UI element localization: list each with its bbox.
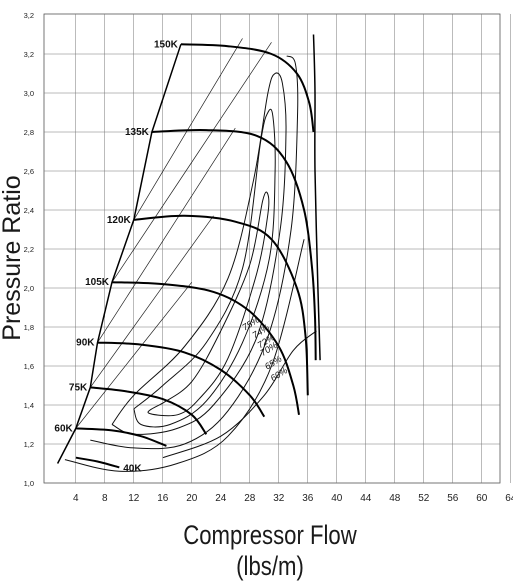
x-tick-label: 28 — [244, 493, 256, 504]
y-tick-label: 3,2 — [24, 11, 34, 20]
x-tick-label: 56 — [447, 493, 459, 504]
y-axis-label: Pressure Ratio — [0, 175, 26, 341]
efficiency-contour — [111, 72, 287, 435]
efficiency-contour — [133, 108, 276, 428]
y-tick-label: 3,0 — [24, 89, 34, 98]
x-tick-label: 40 — [331, 493, 343, 504]
x-tick-label: 16 — [157, 493, 169, 504]
speed-lines — [75, 43, 317, 469]
choke-line — [312, 34, 321, 361]
y-tick-label: 1,8 — [24, 323, 34, 332]
y-tick-label: 2,4 — [24, 206, 34, 215]
auxiliary-line — [90, 215, 214, 388]
speed-label: 120K — [107, 215, 132, 226]
y-tick-label: 2,8 — [24, 128, 34, 137]
speed-line — [133, 214, 309, 396]
auxiliary-line — [111, 42, 272, 283]
x-tick-label: 12 — [128, 493, 140, 504]
x-tick-label: 60 — [476, 493, 488, 504]
speed-line — [97, 341, 266, 418]
x-tick-label: 52 — [418, 493, 430, 504]
x-tick-label: 64 — [505, 493, 513, 504]
x-tick-label: 36 — [302, 493, 314, 504]
x-tick-label: 24 — [215, 493, 227, 504]
efficiency-contour — [90, 55, 299, 450]
efficiency-contour — [147, 191, 270, 417]
plot-frame — [43, 13, 501, 484]
speed-label: 105K — [85, 277, 110, 288]
auxiliary-line — [97, 127, 236, 343]
y-tick-label: 2,6 — [24, 167, 34, 176]
x-tick-label: 4 — [73, 493, 79, 504]
speed-label: 90K — [76, 338, 95, 349]
speed-label: 135K — [125, 127, 150, 138]
speed-line — [90, 386, 208, 435]
curve-labels: 40K60K75K90K105K120K135K150K75%74%72%70%… — [54, 39, 289, 474]
speed-label: 75K — [69, 382, 88, 393]
y-tick-label: 3,2 — [24, 50, 34, 59]
speed-line — [151, 128, 317, 361]
x-tick-label: 44 — [360, 493, 372, 504]
y-tick-label: 1,0 — [24, 479, 34, 488]
x-tick-label: 8 — [102, 493, 108, 504]
speed-line — [75, 427, 167, 447]
y-tick-labels: 1,0 1,2 1,4 1,6 1,8 2,0 2,2 2,4 2,6 2,8 3,0 3,2 3,2 — [24, 11, 34, 488]
map-boundaries — [56, 34, 321, 464]
y-tick-label: 1,6 — [24, 362, 34, 371]
x-tick-label: 48 — [389, 493, 401, 504]
y-tick-label: 2,0 — [24, 284, 34, 293]
auxiliary-line — [75, 281, 193, 429]
efficiency-contour — [64, 239, 305, 472]
y-tick-label: 1,2 — [24, 440, 34, 449]
x-axis-label: Compressor Flow (lbs/m) — [183, 520, 357, 581]
y-tick-label: 1,4 — [24, 401, 34, 410]
compressor-map-chart: 1,01,21,41,61,82,02,22,42,62,83,03,23,2 … — [24, 11, 513, 504]
speed-line — [111, 281, 300, 415]
efficiency-contour — [162, 330, 317, 459]
efficiency-islands — [64, 55, 317, 472]
speed-label: 60K — [54, 423, 73, 434]
speed-label: 40K — [123, 463, 142, 474]
x-tick-label: 20 — [186, 493, 198, 504]
auxiliary-lines — [75, 38, 272, 429]
speed-line — [180, 43, 315, 133]
surge-line — [56, 44, 182, 464]
auxiliary-line — [133, 38, 243, 220]
speed-line — [75, 456, 120, 469]
x-tick-label: 32 — [273, 493, 285, 504]
speed-label: 150K — [154, 39, 179, 50]
y-tick-label: 2,2 — [24, 245, 34, 254]
